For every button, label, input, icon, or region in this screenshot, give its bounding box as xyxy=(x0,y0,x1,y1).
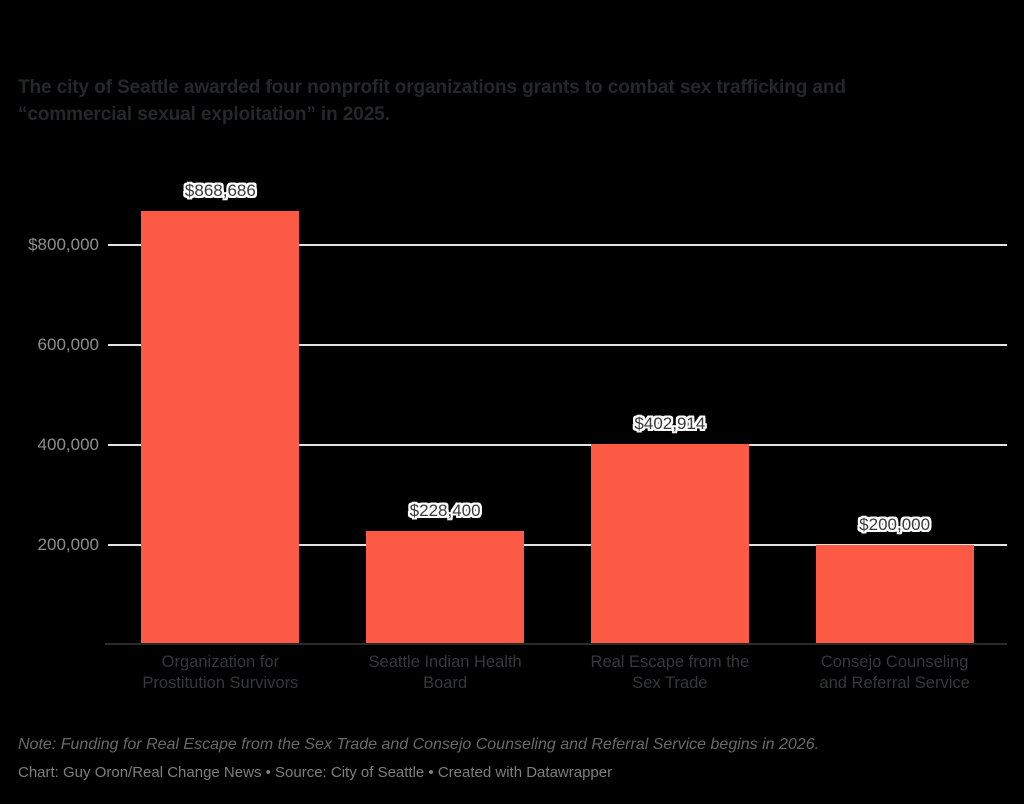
y-tick-label-800000: $800,000 xyxy=(28,235,99,254)
gridline-400000 xyxy=(108,444,1007,446)
y-tick-label-600000: 600,000 xyxy=(37,335,99,354)
x-axis-baseline xyxy=(105,643,1007,645)
chart-note: Note: Funding for Real Escape from the S… xyxy=(18,736,820,753)
value-label-2: $228,400 xyxy=(409,500,481,520)
category-label-1-line-1: Organization for xyxy=(161,653,280,671)
chart-title: The city of Seattle awarded four nonprof… xyxy=(18,74,1013,128)
category-label-3-line-1: Real Escape from the xyxy=(590,653,750,671)
y-tick-label-200000: 200,000 xyxy=(37,535,99,554)
y-tick-label-400000: 400,000 xyxy=(37,435,99,454)
category-label-3-line-2: Sex Trade xyxy=(632,674,708,692)
bar-3 xyxy=(590,443,749,645)
bar-2 xyxy=(366,530,525,645)
chart-footer: Chart: Guy Oron/Real Change News • Sourc… xyxy=(18,764,613,781)
chart-title-line-2: “commercial sexual exploitation” in 2025… xyxy=(18,104,390,125)
plot-area: 200,000 400,000 600,000 $800,000 $868,686 Org… xyxy=(0,140,1024,692)
value-label-4: $200,000 xyxy=(859,515,931,534)
category-label-3: Real Escape from the Sex Trade xyxy=(558,652,783,694)
category-label-4: Consejo Counseling and Referral Service xyxy=(782,652,1007,694)
gridline-200000 xyxy=(108,544,1007,546)
bar-1 xyxy=(141,210,300,645)
category-label-1: Organization for Prostitution Survivors xyxy=(108,652,333,694)
category-label-4-line-1: Consejo Counseling xyxy=(820,653,969,671)
value-label-1: $868,686 xyxy=(184,180,256,200)
gridline-800000 xyxy=(108,244,1007,246)
category-label-2-line-1: Seattle Indian Health xyxy=(368,653,522,671)
category-label-2: Seattle Indian Health Board xyxy=(333,652,558,694)
value-label-3: $402,914 xyxy=(634,413,706,433)
category-label-1-line-2: Prostitution Survivors xyxy=(142,674,299,692)
category-label-2-line-2: Board xyxy=(423,674,468,692)
category-label-4-line-2: and Referral Service xyxy=(819,674,970,692)
chart-title-line-1: The city of Seattle awarded four nonprof… xyxy=(18,77,846,98)
bar-4 xyxy=(815,545,974,645)
gridline-600000 xyxy=(108,344,1007,346)
